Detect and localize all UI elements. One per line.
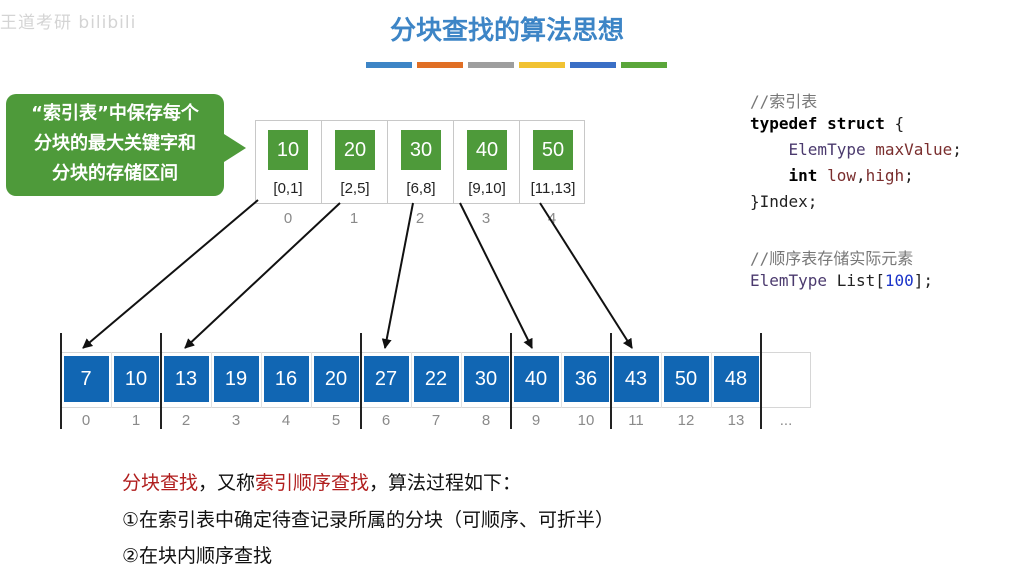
cell-divider	[111, 352, 112, 408]
index-position: 3	[481, 210, 491, 227]
code-comment-list: //顺序表存储实际元素	[750, 249, 914, 268]
array-element: 13	[163, 356, 209, 402]
code-field-maxvalue: ElemType maxValue;	[788, 140, 962, 159]
array-element: 16	[263, 356, 309, 402]
array-index: 5	[331, 412, 341, 429]
cell-divider	[311, 352, 312, 408]
description-line-1: 分块查找，又称索引顺序查找，算法过程如下：	[122, 472, 522, 494]
cell-divider	[461, 352, 462, 408]
index-entry: 30 [6,8]	[387, 120, 454, 204]
index-range: [6,8]	[406, 180, 436, 197]
arrow-block-0	[82, 199, 259, 349]
index-entry: 40 [9,10]	[453, 120, 520, 204]
code-comment-index: //索引表	[750, 92, 818, 111]
cell-divider	[561, 352, 562, 408]
index-range: [9,10]	[468, 180, 506, 197]
array-index: 8	[481, 412, 491, 429]
array-element: 27	[363, 356, 409, 402]
description-step-1: ①在索引表中确定待查记录所属的分块（可顺序、可折半）	[122, 509, 615, 531]
index-max-key: 30	[401, 130, 441, 170]
array-index: 3	[231, 412, 241, 429]
array-index: 1	[131, 412, 141, 429]
block-boundary-line	[60, 333, 62, 429]
array-index: 0	[81, 412, 91, 429]
callout-pointer	[224, 134, 246, 162]
block-boundary-line	[360, 333, 362, 429]
color-stripe	[621, 62, 667, 68]
block-boundary-line	[510, 333, 512, 429]
arrow-block-1	[184, 202, 341, 349]
cell-divider	[211, 352, 212, 408]
arrow-block-2	[381, 202, 414, 349]
array-element: 43	[613, 356, 659, 402]
color-stripe	[519, 62, 565, 68]
color-stripe	[417, 62, 463, 68]
array-element: 50	[663, 356, 709, 402]
array-element: 22	[413, 356, 459, 402]
color-stripe	[366, 62, 412, 68]
array-index: 6	[381, 412, 391, 429]
watermark: 王道考研 bilibili	[0, 13, 137, 33]
index-max-key: 10	[268, 130, 308, 170]
array-index: 13	[727, 412, 745, 429]
array-ellipsis: ...	[779, 412, 793, 429]
index-position: 2	[415, 210, 425, 227]
index-max-key: 50	[533, 130, 573, 170]
array-index: 2	[181, 412, 191, 429]
callout-line: “索引表”中保存每个	[31, 103, 199, 124]
callout-bubble: “索引表”中保存每个 分块的最大关键字和 分块的存储区间	[6, 94, 224, 196]
index-entry: 10 [0,1]	[255, 120, 321, 204]
index-table	[255, 120, 585, 204]
array-index: 12	[677, 412, 695, 429]
array-index: 9	[531, 412, 541, 429]
array-element: 7	[63, 356, 109, 402]
arrow-block-3	[459, 202, 533, 349]
callout-line: 分块的最大关键字和	[34, 133, 196, 154]
code-field-lowhigh: int low,high;	[788, 166, 914, 185]
array-index: 11	[628, 412, 644, 429]
cell-divider	[261, 352, 262, 408]
index-max-key: 20	[335, 130, 375, 170]
index-range: [2,5]	[340, 180, 370, 197]
block-boundary-line	[160, 333, 162, 429]
page-title: 分块查找的算法思想	[389, 16, 624, 46]
array-index: 4	[281, 412, 291, 429]
index-max-key: 40	[467, 130, 507, 170]
array-element: 36	[563, 356, 609, 402]
array-element: 40	[513, 356, 559, 402]
callout-line: 分块的存储区间	[52, 163, 178, 184]
index-entry: 20 [2,5]	[321, 120, 388, 204]
array-element: 48	[713, 356, 759, 402]
cell-divider	[411, 352, 412, 408]
index-entry: 50 [11,13]	[519, 120, 586, 204]
array-element: 19	[213, 356, 259, 402]
index-position: 0	[283, 210, 293, 227]
cell-divider	[661, 352, 662, 408]
arrow-block-4	[539, 202, 633, 349]
array-element: 10	[113, 356, 159, 402]
index-range: [11,13]	[530, 180, 576, 197]
index-range: [0,1]	[273, 180, 303, 197]
block-boundary-line	[760, 333, 762, 429]
array-index: 10	[577, 412, 595, 429]
color-stripe	[570, 62, 616, 68]
color-stripe	[468, 62, 514, 68]
code-list-decl: ElemType List[100];	[750, 271, 934, 290]
array-index: 7	[431, 412, 441, 429]
code-struct-line: typedef struct {	[750, 114, 905, 133]
cell-divider	[711, 352, 712, 408]
code-struct-close: }Index;	[750, 192, 818, 211]
index-position: 4	[547, 210, 557, 227]
description-step-2: ②在块内顺序查找	[122, 545, 273, 567]
array-element: 30	[463, 356, 509, 402]
block-boundary-line	[610, 333, 612, 429]
array-element: 20	[313, 356, 359, 402]
index-position: 1	[349, 210, 359, 227]
